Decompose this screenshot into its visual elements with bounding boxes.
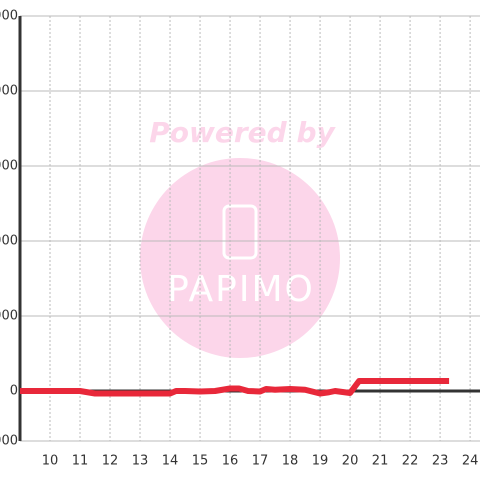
y-tick-label: 150,000 <box>0 9 18 24</box>
y-tick-label: 120,000 <box>0 84 18 99</box>
x-tick-label: 20 <box>342 454 359 469</box>
x-tick-label: 19 <box>312 454 329 469</box>
watermark-title: Powered by <box>149 116 336 149</box>
x-tick-label: 11 <box>72 454 89 469</box>
y-tick-label: -20,000 <box>0 434 18 449</box>
x-tick-label: 13 <box>132 454 149 469</box>
x-tick-label: 16 <box>222 454 239 469</box>
x-tick-label: 23 <box>432 454 449 469</box>
x-tick-label: 17 <box>252 454 269 469</box>
line-series <box>20 378 450 397</box>
y-tick-label: 0 <box>10 384 18 399</box>
x-tick-label: 22 <box>402 454 419 469</box>
x-tick-label: 14 <box>162 454 179 469</box>
watermark-icon <box>222 204 258 260</box>
x-tick-label: 15 <box>192 454 209 469</box>
watermark-brand: PAPIMO <box>167 269 315 310</box>
y-tick-label: 90,000 <box>0 159 18 174</box>
x-tick-label: 12 <box>102 454 119 469</box>
x-tick-label: 24 <box>462 454 479 469</box>
x-tick-label: 21 <box>372 454 389 469</box>
y-tick-label: 30,000 <box>0 309 18 324</box>
x-tick-label: 18 <box>282 454 299 469</box>
x-tick-label: 10 <box>42 454 59 469</box>
y-tick-label: 60,000 <box>0 234 18 249</box>
